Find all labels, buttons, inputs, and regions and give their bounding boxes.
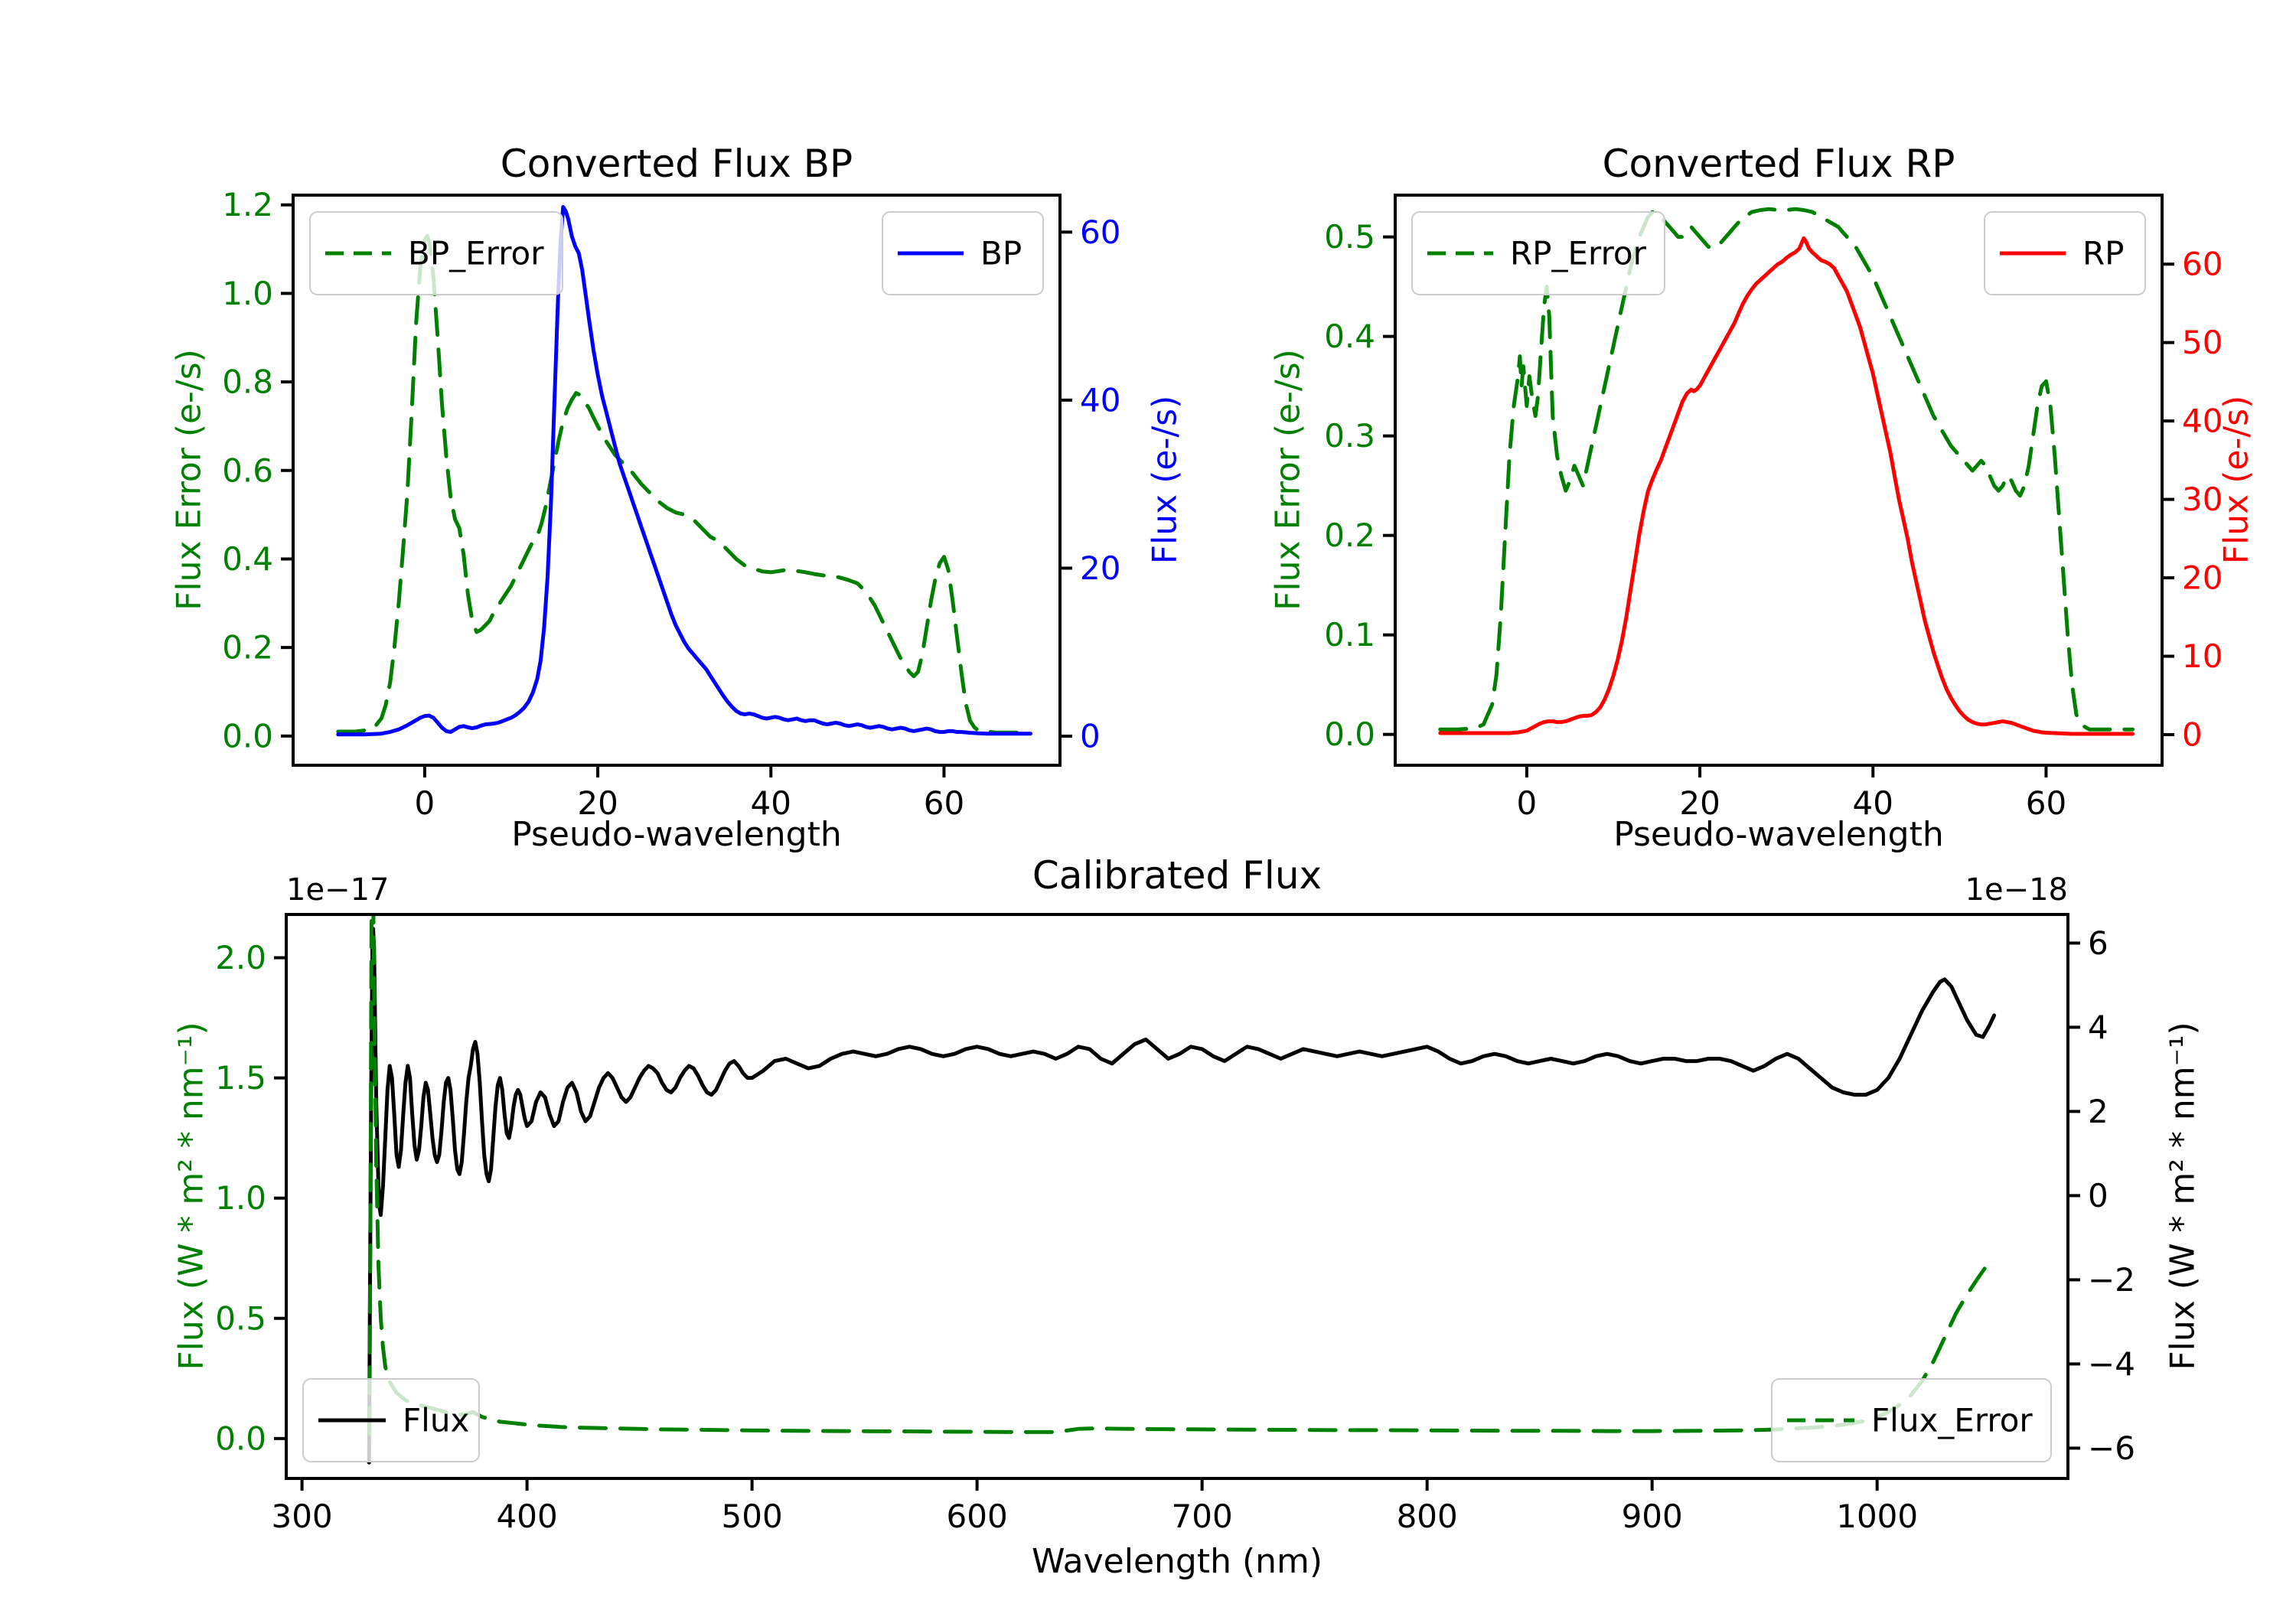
series-Flux-line: [367, 927, 1997, 1465]
x-tick-label: 20: [577, 784, 618, 822]
y-tick-label-right: 50: [2182, 324, 2223, 361]
y-tick-label-right: 6: [2088, 924, 2108, 962]
x-tick-label: 1000: [1836, 1498, 1918, 1535]
plot-calibrated-title: Calibrated Flux: [1032, 853, 1322, 898]
legend-label: BP_Error: [408, 235, 544, 272]
x-tick-label: 40: [1853, 784, 1893, 822]
left-axis-offset-text: 1e−17: [286, 872, 390, 908]
y-tick-label-right: 20: [1080, 549, 1120, 587]
legend-BP_Error: BP_Error: [309, 211, 563, 295]
legend-Flux_Error: Flux_Error: [1771, 1378, 2052, 1462]
axes-spines-1: [1394, 194, 2164, 767]
x-tick-label: 40: [751, 784, 791, 822]
y-tick-label-right: −4: [2088, 1345, 2135, 1383]
y-tick-label-right: 10: [2182, 637, 2223, 675]
x-tick-label: 300: [271, 1498, 332, 1535]
legend-box: [309, 211, 563, 295]
right-axis-offset-text: 1e−18: [1965, 872, 2068, 908]
y-tick-label-right: −6: [2088, 1429, 2135, 1467]
y-tick-label-left: 2.0: [215, 939, 266, 976]
plot-rp-ylabel-left: Flux Error (e-/s): [1268, 349, 1308, 611]
legend-label: RP_Error: [1510, 235, 1647, 272]
x-tick-label: 800: [1397, 1498, 1458, 1535]
plot-bp-ylabel-left: Flux Error (e-/s): [169, 349, 209, 611]
y-tick-label-left: 1.2: [222, 186, 273, 223]
series-BP_Error-line: [336, 233, 1032, 735]
legend-BP: BP: [882, 211, 1044, 295]
y-tick-label-right: 4: [2088, 1009, 2108, 1046]
series-BP-line: [336, 204, 1032, 737]
series-RP-line: [1438, 236, 2135, 736]
y-tick-label-right: 30: [2182, 481, 2223, 518]
x-tick-label: 60: [924, 784, 964, 822]
legend-box: [1411, 211, 1665, 295]
x-tick-label: 500: [722, 1498, 783, 1535]
plot-calibrated-ylabel-right: Flux (W * m² * nm⁻¹): [2163, 1022, 2203, 1371]
x-tick-label: 20: [1679, 784, 1720, 822]
y-tick-label-right: −2: [2088, 1261, 2135, 1299]
legend-box: [1771, 1378, 2052, 1462]
legend-RP: RP: [1984, 211, 2146, 295]
y-tick-label-left: 0.2: [1324, 517, 1375, 554]
plot-bp-title: Converted Flux BP: [500, 142, 853, 186]
legend-RP_Error: RP_Error: [1411, 211, 1665, 295]
y-tick-label-left: 0.0: [215, 1420, 266, 1457]
plot-bp-xlabel: Pseudo-wavelength: [511, 815, 842, 854]
x-tick-label: 400: [497, 1498, 558, 1535]
y-tick-label-left: 0.4: [222, 540, 273, 578]
legend-label: BP: [980, 235, 1022, 272]
y-tick-label-left: 0.2: [222, 629, 273, 667]
y-tick-label-right: 0: [2088, 1177, 2108, 1214]
plot-bp-ylabel-right: Flux (e-/s): [1145, 395, 1185, 565]
x-tick-label: 600: [947, 1498, 1008, 1535]
legend-label: Flux: [403, 1402, 469, 1439]
plot-calibrated-ylabel-left: Flux (W * m² * nm⁻¹): [171, 1022, 211, 1371]
legend-box: [302, 1378, 480, 1462]
legend-label: RP: [2082, 235, 2125, 272]
y-tick-label-left: 0.5: [215, 1299, 266, 1337]
x-tick-label: 0: [1517, 784, 1538, 822]
y-tick-label-right: 20: [2182, 559, 2223, 597]
y-tick-label-right: 0: [2182, 716, 2203, 754]
plot-calibrated-xlabel: Wavelength (nm): [1031, 1542, 1323, 1581]
y-tick-label-left: 1.0: [215, 1179, 266, 1217]
y-tick-label-left: 1.5: [215, 1059, 266, 1097]
plot-area-2: [367, 914, 1997, 1465]
y-tick-label-left: 0.6: [222, 451, 273, 489]
plot-rp-ylabel-right: Flux (e-/s): [2216, 395, 2256, 565]
y-tick-label-left: 0.8: [222, 363, 273, 401]
y-tick-label-right: 40: [1080, 381, 1120, 419]
x-tick-label: 0: [415, 784, 435, 822]
y-tick-label-left: 0.4: [1324, 318, 1375, 355]
axes-spines-0: [292, 194, 1062, 767]
y-tick-label-left: 0.1: [1324, 616, 1375, 654]
y-tick-label-right: 2: [2088, 1093, 2108, 1130]
legend-label: Flux_Error: [1871, 1402, 2033, 1439]
y-tick-label-left: 1.0: [222, 275, 273, 312]
y-tick-label-left: 0.0: [222, 717, 273, 755]
y-tick-label-right: 60: [2182, 246, 2223, 283]
y-tick-label-right: 60: [1080, 214, 1120, 251]
y-tick-label-left: 0.3: [1324, 417, 1375, 455]
plot-rp-xlabel: Pseudo-wavelength: [1613, 815, 1944, 854]
x-tick-label: 900: [1622, 1498, 1683, 1535]
series-Flux_Error-line: [367, 914, 1992, 1436]
plot-area-1: [1438, 207, 2135, 736]
x-tick-label: 60: [2026, 784, 2066, 822]
legend-Flux: Flux: [302, 1378, 480, 1462]
y-tick-label-left: 0.0: [1324, 715, 1375, 753]
y-tick-label-right: 40: [2182, 403, 2223, 440]
plot-rp-title: Converted Flux RP: [1602, 142, 1955, 186]
plot-area-0: [336, 204, 1032, 737]
x-tick-label: 700: [1172, 1498, 1233, 1535]
y-tick-label-right: 0: [1080, 718, 1101, 755]
y-tick-label-left: 0.5: [1324, 218, 1375, 256]
